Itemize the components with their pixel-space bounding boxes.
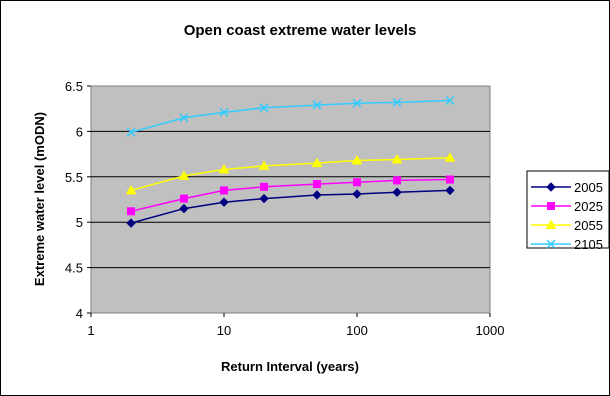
data-point — [353, 178, 361, 187]
x-tick-label: 1 — [87, 323, 94, 338]
data-point — [220, 186, 228, 195]
gridlines — [91, 130, 490, 269]
legend-marker — [546, 239, 556, 249]
series-2025 — [127, 175, 454, 216]
legend-box — [526, 170, 610, 249]
data-point — [259, 193, 269, 204]
data-point — [445, 95, 455, 106]
data-point — [311, 157, 323, 168]
data-point — [179, 194, 188, 203]
x-tick-label: 100 — [346, 323, 368, 338]
data-point — [352, 189, 362, 199]
data-point — [126, 218, 136, 228]
data-point — [312, 190, 322, 200]
data-point — [219, 197, 229, 207]
y-tick-labels: 4 4.5 5 5.5 6 6.5 — [65, 79, 91, 321]
legend-item-2005: 2005 — [531, 180, 603, 195]
series-line — [130, 178, 450, 213]
legend-item-2025: 2025 — [531, 199, 603, 214]
data-point — [445, 185, 455, 196]
y-axis-label: Extreme water level (mODN) — [32, 112, 47, 286]
data-point — [393, 176, 402, 185]
series-2105 — [126, 95, 455, 137]
series-group — [125, 95, 456, 228]
series-line — [130, 189, 450, 224]
data-point — [260, 182, 269, 191]
data-point — [391, 154, 403, 164]
data-point — [445, 175, 454, 184]
legend-marker — [545, 219, 557, 229]
y-tick-label: 4.5 — [65, 261, 83, 276]
y-tick-label: 6 — [76, 124, 83, 139]
data-point — [258, 160, 270, 170]
data-point — [352, 98, 362, 108]
series-2055 — [125, 152, 456, 195]
legend-item-2105: 2105 — [531, 237, 603, 252]
data-point — [392, 97, 402, 107]
x-tick-label: 1000 — [476, 323, 505, 338]
data-point — [179, 203, 189, 214]
data-point — [178, 170, 190, 180]
chart-title: Open coast extreme water levels — [184, 22, 417, 39]
y-tick-label: 5.5 — [65, 170, 83, 185]
data-point — [127, 207, 136, 216]
series-line — [130, 156, 450, 192]
legend-marker — [547, 202, 555, 210]
data-point — [392, 187, 402, 197]
series-line — [130, 99, 450, 134]
data-point — [444, 152, 456, 162]
data-point — [179, 113, 189, 123]
x-axis-label: Return Interval (years) — [221, 359, 359, 374]
series-2005 — [126, 185, 455, 228]
y-tick-label: 5 — [76, 215, 83, 230]
legend-label: 2105 — [574, 237, 603, 252]
y-tick-label: 6.5 — [65, 79, 83, 94]
legend-label: 2025 — [574, 199, 603, 214]
data-point — [312, 180, 321, 189]
data-point — [312, 100, 322, 110]
legend: 2005 2025 2055 2105 — [526, 170, 610, 252]
data-point — [218, 164, 230, 174]
data-point — [126, 127, 136, 137]
legend-item-2055: 2055 — [531, 218, 603, 233]
x-tick-labels: 1 10 100 1000 — [87, 313, 504, 338]
plot-area — [90, 85, 491, 314]
data-point — [219, 107, 229, 117]
x-tick-label: 10 — [217, 323, 231, 338]
legend-label: 2055 — [574, 218, 603, 233]
data-point — [125, 184, 137, 195]
legend-label: 2005 — [574, 180, 603, 195]
legend-marker — [546, 182, 556, 192]
data-point — [351, 154, 363, 165]
data-point — [259, 103, 269, 113]
y-tick-label: 4 — [76, 306, 83, 321]
